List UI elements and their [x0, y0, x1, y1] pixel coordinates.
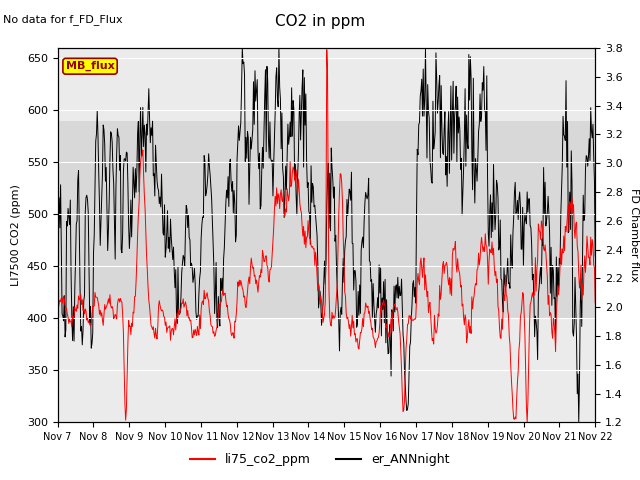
Y-axis label: FD Chamber flux: FD Chamber flux [630, 188, 639, 282]
Y-axis label: LI7500 CO2 (ppm): LI7500 CO2 (ppm) [11, 184, 21, 286]
Bar [58, 121, 595, 318]
Text: MB_flux: MB_flux [66, 61, 115, 72]
Text: CO2 in ppm: CO2 in ppm [275, 14, 365, 29]
Legend: li75_co2_ppm, er_ANNnight: li75_co2_ppm, er_ANNnight [186, 448, 454, 471]
Text: No data for f_FD_Flux: No data for f_FD_Flux [3, 14, 123, 25]
